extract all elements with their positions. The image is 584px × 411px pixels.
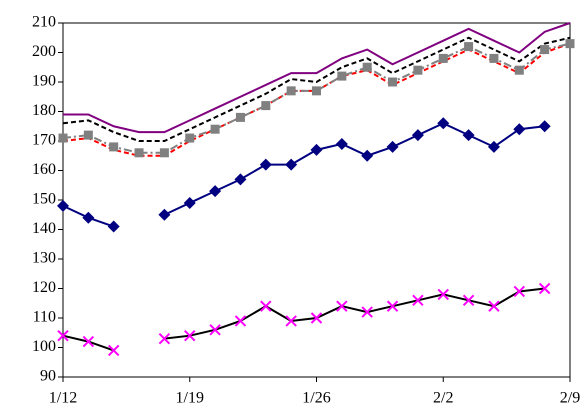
marker	[336, 300, 348, 312]
y-tick-label: 200	[32, 43, 56, 60]
marker	[437, 288, 449, 301]
x-tick-label: 2/2	[433, 390, 453, 407]
marker	[386, 300, 399, 312]
marker	[538, 120, 551, 133]
marker	[107, 220, 120, 233]
marker	[361, 149, 374, 162]
y-tick-label: 170	[32, 132, 56, 149]
series-line	[63, 22, 571, 134]
marker	[462, 294, 475, 307]
marker	[362, 62, 372, 72]
x-tick-label: 2/9	[560, 390, 580, 407]
marker	[209, 185, 222, 198]
marker	[565, 39, 575, 49]
y-tick-label: 130	[32, 250, 56, 267]
marker	[488, 300, 500, 312]
marker	[82, 335, 95, 348]
marker	[210, 124, 220, 134]
marker	[107, 344, 120, 357]
marker	[538, 282, 551, 295]
x-tick-label: 1/26	[302, 390, 330, 407]
marker	[261, 101, 271, 111]
marker	[489, 53, 499, 63]
marker	[109, 142, 119, 152]
y-tick-label: 90	[40, 368, 56, 385]
marker	[513, 123, 526, 136]
marker	[134, 148, 144, 158]
marker	[285, 158, 298, 171]
plot-frame	[62, 22, 571, 378]
y-tick-label: 180	[32, 102, 56, 119]
marker	[412, 294, 424, 307]
marker	[386, 140, 399, 153]
marker	[158, 208, 171, 221]
marker	[184, 329, 196, 342]
marker	[234, 173, 247, 186]
marker	[82, 211, 95, 224]
y-tick-label: 190	[32, 73, 56, 90]
marker	[286, 86, 296, 96]
y-tick-label: 110	[33, 309, 56, 326]
marker	[310, 312, 323, 324]
marker	[234, 315, 247, 327]
marker	[462, 129, 475, 142]
marker	[83, 130, 93, 140]
series-line	[164, 287, 545, 340]
marker	[312, 86, 321, 96]
x-tick-label: 1/19	[176, 390, 204, 407]
marker	[487, 140, 500, 153]
marker	[464, 42, 474, 52]
marker	[260, 300, 272, 312]
marker	[438, 53, 448, 63]
marker	[158, 332, 171, 345]
series-line	[62, 36, 571, 142]
marker	[437, 117, 450, 130]
y-tick-label: 210	[32, 14, 56, 31]
marker	[540, 45, 550, 55]
marker	[388, 77, 398, 87]
marker	[57, 329, 69, 342]
series-line	[62, 42, 571, 154]
marker	[57, 199, 69, 212]
series-line	[62, 334, 115, 352]
y-tick-label: 120	[32, 279, 56, 296]
marker	[259, 158, 272, 171]
y-tick-label: 140	[32, 220, 56, 237]
marker	[413, 65, 423, 75]
series-line	[163, 122, 545, 216]
marker	[411, 129, 424, 142]
marker	[235, 112, 245, 122]
marker	[513, 285, 526, 298]
marker	[514, 65, 524, 75]
marker	[310, 143, 323, 156]
marker	[183, 196, 196, 209]
y-tick-label: 100	[32, 338, 56, 355]
x-tick-label: 1/12	[49, 390, 77, 407]
marker	[209, 324, 221, 336]
marker	[185, 133, 195, 143]
y-tick-label: 160	[32, 161, 56, 178]
marker	[335, 137, 348, 150]
marker	[58, 133, 68, 143]
marker	[337, 71, 347, 81]
marker	[159, 148, 169, 158]
marker	[361, 306, 373, 318]
marker	[285, 315, 297, 327]
y-tick-label: 150	[32, 191, 56, 208]
